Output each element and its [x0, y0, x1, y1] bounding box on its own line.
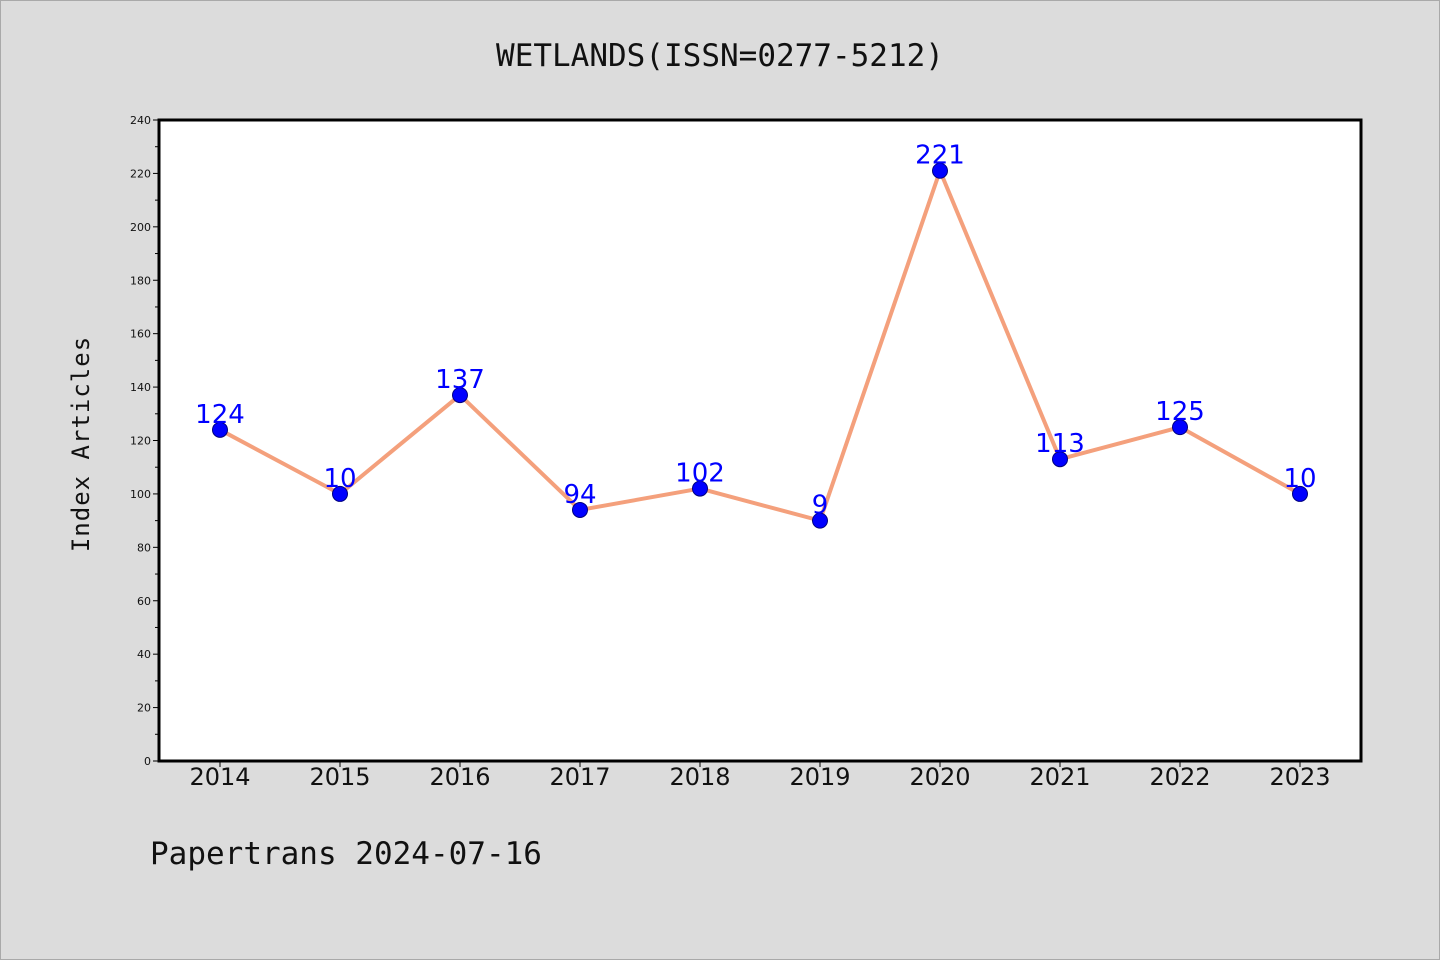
data-point — [692, 480, 708, 497]
y-axis-label: Index Articles — [67, 336, 95, 552]
y-tick-label: 220 — [130, 167, 151, 180]
chart-title: WETLANDS(ISSN=0277-5212) — [496, 38, 944, 74]
data-point — [812, 512, 828, 529]
x-tick-label: 2018 — [669, 763, 730, 791]
data-label: 10 — [323, 464, 356, 494]
plot-area — [159, 120, 1361, 761]
y-tick-label: 100 — [130, 488, 151, 501]
y-tick-label: 200 — [130, 221, 151, 234]
y-axis: 0 20 40 60 80 100 120 140 160 180 200 220 240 — [130, 114, 159, 768]
x-tick-label: 2017 — [549, 763, 610, 791]
series-layer: 124 10 137 94 102 9 221 113 125 10 — [195, 141, 1317, 529]
data-label: 137 — [435, 365, 485, 395]
data-label: 124 — [195, 400, 245, 430]
y-tick-label: 120 — [130, 435, 151, 448]
data-point — [572, 501, 588, 518]
data-label: 94 — [563, 480, 596, 510]
x-tick-label: 2023 — [1269, 763, 1330, 791]
x-tick-label: 2014 — [189, 763, 250, 791]
x-tick-label: 2019 — [789, 763, 850, 791]
data-label: 9 — [812, 491, 829, 521]
x-tick-label: 2016 — [429, 763, 490, 791]
y-tick-label: 60 — [137, 595, 151, 608]
x-tick-label: 2022 — [1149, 763, 1210, 791]
data-point — [332, 485, 348, 502]
data-label: 10 — [1283, 464, 1316, 494]
y-tick-label: 80 — [137, 541, 151, 554]
x-tick-label: 2020 — [909, 763, 970, 791]
y-tick-label: 160 — [130, 328, 151, 341]
x-axis: 2014 2015 2016 2017 2018 2019 2020 2021 2022 2023 — [189, 761, 1331, 791]
x-tick-label: 2015 — [309, 763, 370, 791]
data-point — [212, 421, 228, 438]
data-label: 125 — [1155, 397, 1205, 427]
data-label: 221 — [915, 141, 965, 171]
y-tick-label: 20 — [137, 702, 151, 715]
footer-watermark: Papertrans 2024-07-16 — [150, 836, 542, 872]
data-label: 113 — [1035, 429, 1085, 459]
data-point — [1292, 485, 1308, 502]
y-tick-label: 40 — [137, 648, 151, 661]
y-tick-label: 0 — [144, 755, 151, 768]
data-point — [452, 387, 468, 404]
data-point — [932, 162, 948, 179]
series-line — [218, 168, 1302, 523]
data-point — [1052, 451, 1068, 468]
plot-border — [157, 118, 1363, 763]
y-tick-label: 180 — [130, 274, 151, 287]
data-point — [1172, 419, 1188, 436]
x-tick-label: 2021 — [1029, 763, 1090, 791]
y-tick-label: 140 — [130, 381, 151, 394]
data-label: 102 — [675, 459, 725, 489]
y-tick-label: 240 — [130, 114, 151, 127]
